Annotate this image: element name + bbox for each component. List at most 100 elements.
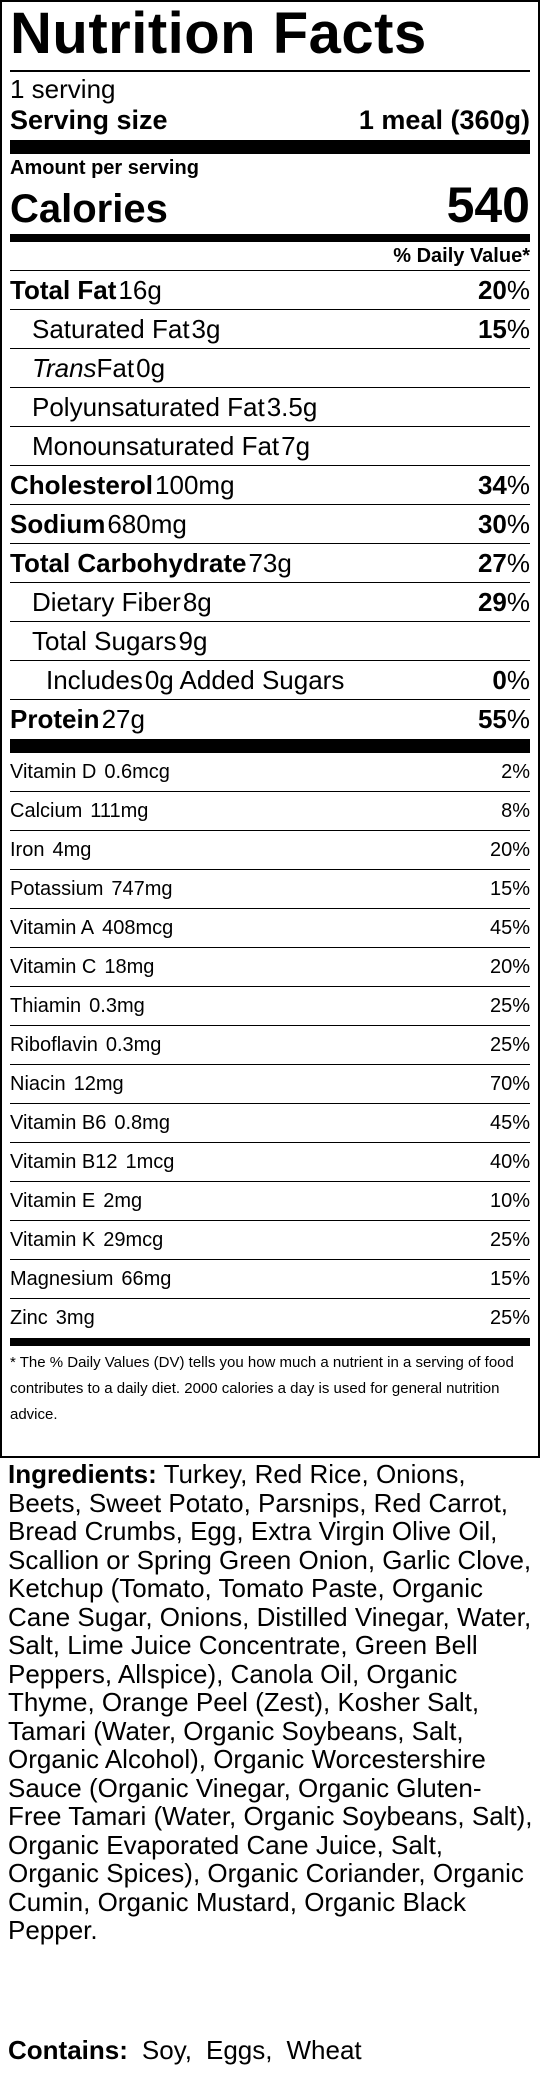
nutrient-amount: 0g xyxy=(136,352,166,383)
daily-value-footnote: * The % Daily Values (DV) tells you how … xyxy=(10,1338,530,1428)
vitamin-row: Calcium 111mg 8% xyxy=(10,792,530,831)
nutrient-daily-value: 29% xyxy=(477,586,530,617)
vitamin-daily-value: 25% xyxy=(489,1033,530,1056)
allergen-item: Eggs, xyxy=(206,2035,273,2065)
ingredients-section: Ingredients: Turkey, Red Rice, Onions, B… xyxy=(8,1460,533,1945)
vitamin-name-amount: Vitamin E 2mg xyxy=(10,1189,143,1212)
vitamin-row: Iron 4mg 20% xyxy=(10,831,530,870)
nutrient-daily-value: 34% xyxy=(477,469,530,500)
vitamin-daily-value: 10% xyxy=(489,1189,530,1212)
vitamin-daily-value: 40% xyxy=(489,1150,530,1173)
servings-per-container: 1 serving xyxy=(10,70,530,104)
nutrient-daily-value: 15% xyxy=(477,313,530,344)
serving-size-label: Serving size xyxy=(10,105,168,135)
vitamin-row: Vitamin A 408mcg 45% xyxy=(10,909,530,948)
vitamin-name-amount: Vitamin B6 0.8mg xyxy=(10,1111,170,1134)
nutrient-row: Cholesterol100mg 34% xyxy=(10,466,530,505)
nutrient-name: TransFat0g xyxy=(32,352,166,383)
nutrient-row: Dietary Fiber8g 29% xyxy=(10,583,530,622)
nutrient-row: Total Carbohydrate73g 27% xyxy=(10,544,530,583)
ingredients-label: Ingredients: xyxy=(8,1459,157,1489)
nutrient-name: Saturated Fat3g xyxy=(32,313,221,344)
nutrient-name: Protein27g xyxy=(10,704,145,734)
calories-label: Calories xyxy=(10,187,168,231)
nutrient-amount: 680mg xyxy=(107,508,187,539)
vitamin-daily-value: 25% xyxy=(489,1228,530,1251)
nutrient-name: Total Sugars9g xyxy=(32,625,208,656)
nutrient-row: Includes0g Added Sugars 0% xyxy=(10,661,530,700)
vitamin-name-amount: Vitamin A 408mcg xyxy=(10,916,174,939)
nutrient-name: Total Fat16g xyxy=(10,274,162,305)
vitamin-row: Thiamin 0.3mg 25% xyxy=(10,987,530,1026)
serving-size-value: 1 meal (360g) xyxy=(358,105,530,135)
vitamin-name-amount: Niacin 12mg xyxy=(10,1072,124,1095)
nutrient-row: Polyunsaturated Fat3.5g xyxy=(10,388,530,427)
vitamin-name-amount: Zinc 3mg xyxy=(10,1307,95,1329)
nutrient-daily-value: 27% xyxy=(477,547,530,578)
vitamin-daily-value: 45% xyxy=(489,916,530,939)
allergen-section: Contains: Soy, Eggs, Wheat xyxy=(8,2035,533,2065)
nutrient-list: Total Fat16g 20% Saturated Fat3g 15% TransFa… xyxy=(10,271,530,739)
vitamin-daily-value: 8% xyxy=(501,799,530,822)
vitamin-name-amount: Potassium 747mg xyxy=(10,877,173,900)
vitamin-daily-value: 25% xyxy=(489,994,530,1017)
vitamin-row: Vitamin B6 0.8mg 45% xyxy=(10,1104,530,1143)
allergen-item: Soy, xyxy=(141,2035,192,2065)
nutrient-name: Monounsaturated Fat7g xyxy=(32,430,311,461)
nutrient-row: Total Fat16g 20% xyxy=(10,271,530,310)
vitamin-daily-value: 70% xyxy=(489,1072,530,1095)
serving-size-row: Serving size 1 meal (360g) xyxy=(10,104,530,140)
thick-divider xyxy=(10,739,530,753)
contains-label: Contains: xyxy=(8,2035,128,2065)
vitamin-row: Potassium 747mg 15% xyxy=(10,870,530,909)
daily-value-header: % Daily Value* xyxy=(10,242,530,271)
nutrient-name: Includes0g Added Sugars xyxy=(46,664,345,695)
vitamin-daily-value: 25% xyxy=(489,1307,530,1329)
vitamin-name-amount: Iron 4mg xyxy=(10,838,92,861)
vitamin-name-amount: Vitamin C 18mg xyxy=(10,955,155,978)
vitamin-row: Vitamin B12 1mcg 40% xyxy=(10,1143,530,1182)
vitamin-name-amount: Vitamin D 0.6mcg xyxy=(10,760,170,783)
nutrient-name: Sodium680mg xyxy=(10,508,187,539)
allergen-item: Wheat xyxy=(286,2035,362,2065)
vitamin-name-amount: Vitamin K 29mcg xyxy=(10,1228,164,1251)
vitamin-row: Vitamin K 29mcg 25% xyxy=(10,1221,530,1260)
nutrient-daily-value: 20% xyxy=(477,274,530,305)
vitamin-row: Riboflavin 0.3mg 25% xyxy=(10,1026,530,1065)
vitamin-name-amount: Magnesium 66mg xyxy=(10,1267,172,1290)
calories-value: 540 xyxy=(446,177,530,233)
medium-divider xyxy=(10,234,530,242)
nutrient-row: Protein27g 55% xyxy=(10,700,530,739)
thick-divider xyxy=(10,140,530,154)
vitamin-row: Vitamin E 2mg 10% xyxy=(10,1182,530,1221)
nutrient-row: Monounsaturated Fat7g xyxy=(10,427,530,466)
label-title: Nutrition Facts xyxy=(10,1,427,66)
vitamin-daily-value: 20% xyxy=(489,955,530,978)
nutrient-daily-value: 30% xyxy=(477,508,530,539)
nutrition-facts-label: Nutrition Facts 1 serving Serving size 1… xyxy=(0,0,540,1458)
vitamin-list: Vitamin D 0.6mcg 2% Calcium 111mg 8% Iron 4mg 20… xyxy=(10,753,530,1338)
calories-row: Calories 540 xyxy=(10,180,530,230)
vitamin-daily-value: 15% xyxy=(489,877,530,900)
nutrient-row: TransFat0g xyxy=(10,349,530,388)
nutrient-amount: 73g xyxy=(248,547,292,578)
nutrient-name: Dietary Fiber8g xyxy=(32,586,212,617)
nutrient-amount: 16g xyxy=(118,274,162,305)
nutrient-amount: 8g xyxy=(182,586,212,617)
ingredients-text: Turkey, Red Rice, Onions, Beets, Sweet P… xyxy=(8,1459,533,1945)
vitamin-row: Zinc 3mg 25% xyxy=(10,1299,530,1338)
vitamin-name-amount: Calcium 111mg xyxy=(10,799,149,822)
nutrient-daily-value: 0% xyxy=(492,664,530,695)
vitamin-daily-value: 2% xyxy=(501,760,530,783)
nutrient-row: Saturated Fat3g 15% xyxy=(10,310,530,349)
vitamin-name-amount: Thiamin 0.3mg xyxy=(10,994,145,1017)
amount-per-serving: Amount per serving xyxy=(10,157,199,179)
nutrient-amount: 7g xyxy=(281,430,311,461)
vitamin-daily-value: 45% xyxy=(489,1111,530,1134)
nutrient-row: Total Sugars9g xyxy=(10,622,530,661)
vitamin-row: Vitamin D 0.6mcg 2% xyxy=(10,753,530,792)
vitamin-row: Magnesium 66mg 15% xyxy=(10,1260,530,1299)
nutrient-amount: 3.5g xyxy=(266,391,318,422)
allergen-list: Soy, Eggs, Wheat xyxy=(128,2035,362,2065)
nutrient-row: Sodium680mg 30% xyxy=(10,505,530,544)
